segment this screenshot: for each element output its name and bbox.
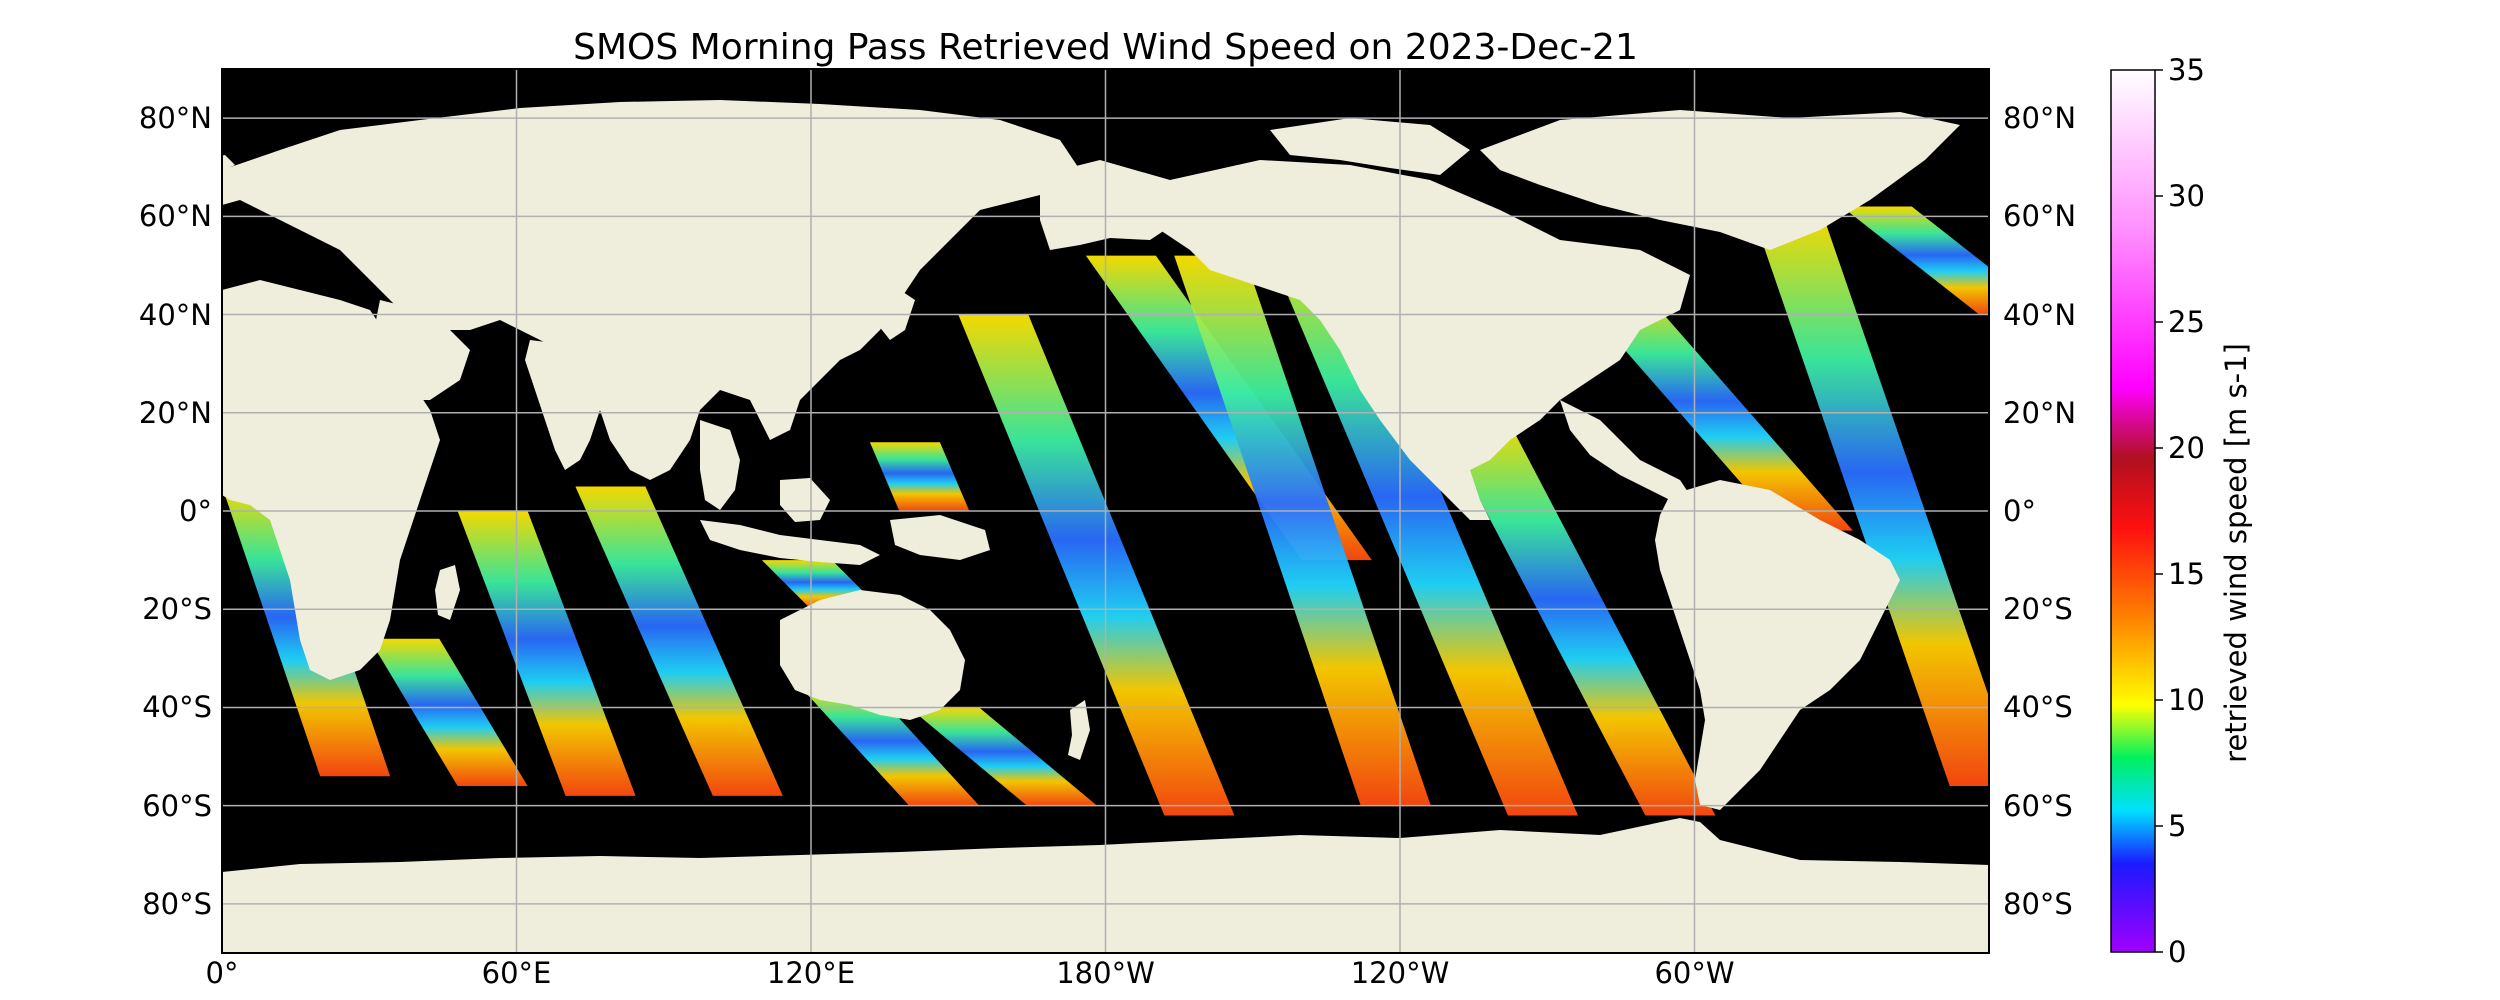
swath-14 — [1753, 216, 1989, 787]
swath-15 — [1841, 206, 1989, 315]
colorbar-ticks — [2155, 69, 2163, 953]
north-america — [1140, 160, 1690, 520]
iceland — [222, 155, 235, 172]
swath-11 — [1262, 235, 1578, 816]
colorbar-tick-label: 0 — [2168, 935, 2187, 969]
lat-tick-label-left: 80°S — [142, 886, 212, 921]
swath-2 — [457, 511, 636, 796]
swath-8 — [958, 314, 1235, 816]
colorbar-tick-label: 25 — [2168, 305, 2205, 339]
swath-1 — [369, 638, 528, 787]
indonesia — [700, 520, 880, 565]
colorbar-tick-label: 5 — [2168, 809, 2187, 843]
lon-tick-label: 60°E — [481, 956, 552, 990]
lat-tick-label-right: 60°S — [2003, 788, 2073, 823]
lat-tick-label-left: 40°S — [142, 690, 212, 725]
colorbar-title: retrieved wind speed [m s-1] — [2219, 343, 2253, 763]
lat-tick-label-right: 60°N — [2003, 199, 2077, 234]
lat-tick-label-left: 60°N — [138, 199, 212, 234]
eurasia — [222, 100, 1080, 480]
australia — [780, 590, 965, 720]
colorbar-tick-label: 20 — [2168, 431, 2205, 465]
south-america — [1655, 480, 1900, 810]
central-america — [1560, 400, 1690, 500]
lon-tick-label: 0° — [205, 956, 239, 990]
colorbar-tick-label: 30 — [2168, 179, 2205, 213]
lat-tick-label-right: 0° — [2003, 494, 2036, 528]
new-zealand — [1068, 700, 1090, 760]
madagascar — [435, 565, 460, 620]
colorbar — [2110, 69, 2156, 953]
swath-12 — [1439, 422, 1716, 816]
lat-tick-label-right: 40°N — [2003, 297, 2077, 332]
lat-tick-label-left: 40°N — [138, 297, 212, 332]
swath-3 — [575, 486, 783, 796]
lat-tick-label-right: 20°N — [2003, 395, 2077, 430]
lat-tick-label-right: 40°S — [2003, 690, 2073, 725]
lat-tick-label-right: 80°N — [2003, 101, 2077, 136]
colorbar-tick-label: 10 — [2168, 683, 2205, 717]
arctic-islands — [1270, 118, 1470, 175]
lat-tick-label-left: 20°S — [142, 592, 212, 627]
swath-6 — [869, 442, 970, 511]
gridlines — [222, 69, 1989, 953]
africa — [222, 280, 440, 680]
lat-tick-label-right: 20°S — [2003, 592, 2073, 627]
lon-tick-label: 60°W — [1654, 956, 1735, 990]
lat-tick-label-left: 80°N — [138, 101, 212, 136]
map-frame — [221, 68, 1990, 954]
colorbar-tick-label: 15 — [2168, 557, 2205, 591]
wind-swaths — [222, 206, 1989, 816]
swath-5 — [801, 687, 980, 806]
lon-tick-label: 180°W — [1056, 956, 1155, 990]
alaska — [1040, 160, 1180, 250]
southeast-asia — [700, 420, 740, 510]
greenland — [1480, 110, 1960, 250]
swath-10 — [1174, 255, 1431, 806]
india — [525, 340, 610, 470]
lat-tick-label-right: 80°S — [2003, 886, 2073, 921]
swath-7 — [909, 707, 1097, 806]
map-title: SMOS Morning Pass Retrieved Wind Speed o… — [573, 27, 1638, 68]
lon-tick-label: 120°W — [1350, 956, 1450, 990]
lon-tick-label: 120°E — [766, 956, 856, 990]
colorbar-tick-label: 35 — [2168, 53, 2205, 87]
new-guinea — [890, 515, 990, 560]
lat-tick-label-left: 20°N — [138, 395, 212, 430]
lat-tick-label-left: 0° — [179, 494, 212, 528]
scandinavia — [270, 140, 360, 230]
lat-tick-label-left: 60°S — [142, 788, 212, 823]
